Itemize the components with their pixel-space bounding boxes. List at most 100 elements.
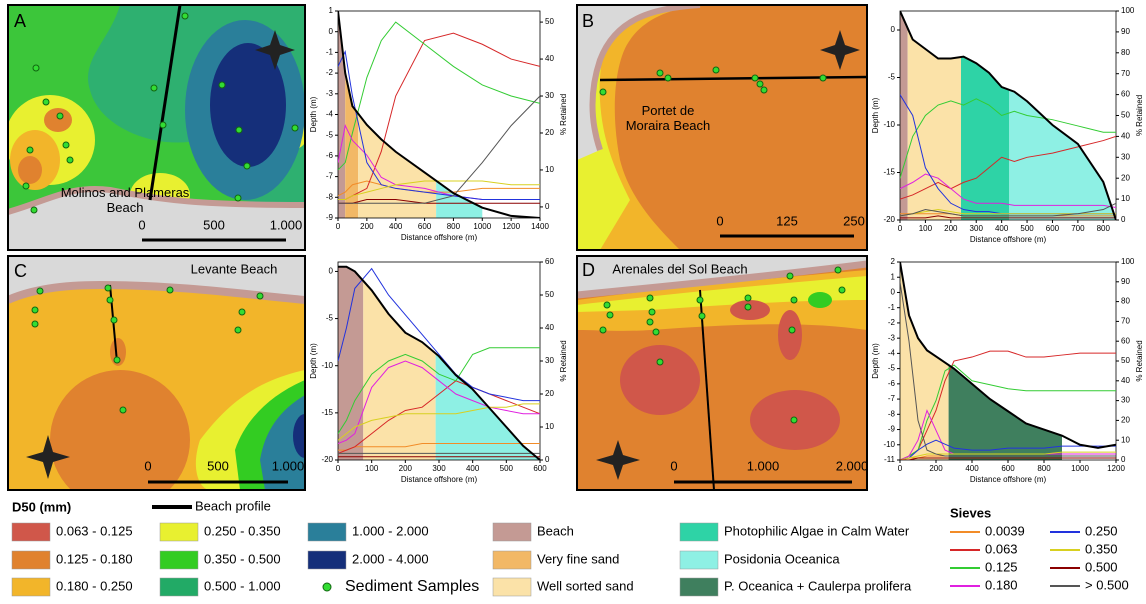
beach-name: Levante Beach [191,261,278,276]
y-tick-label: -7 [326,172,334,181]
legend-title: D50 (mm) [12,499,71,514]
zone [363,262,435,460]
y2-tick-label: 10 [545,165,554,174]
legend-label: Photophilic Algae in Calm Water [724,523,910,538]
x-tick-label: 600 [533,464,547,473]
map-letter: A [14,11,26,31]
y-tick-label: 2 [891,257,896,266]
x-tick-label: 600 [1001,464,1015,473]
y2-tick-label: 10 [1121,435,1130,444]
x-tick-label: 800 [1097,224,1111,233]
y-tick-label: -15 [883,168,895,177]
legend-label: 0.063 [985,541,1018,556]
scale-label: 250 [843,213,865,228]
y2-tick-label: 60 [1121,336,1130,345]
y-tick-label: 0 [329,27,334,36]
y2-tick-label: 20 [1121,173,1130,182]
map-c: C Levante Beach 0 500 1.000 [8,256,317,510]
legend-label: 0.180 [985,577,1018,592]
y2-tick-label: 100 [1121,6,1135,15]
y-tick-label: 0 [891,25,896,34]
y2-axis-title: % Retained [1135,340,1144,381]
scale-label: 1.000 [272,458,305,473]
y-tick-label: 1 [891,272,896,281]
scale-label: 500 [207,458,229,473]
y-tick-label: -5 [888,73,896,82]
legend-label: Sediment Samples [345,578,479,595]
y-axis-title: Depth (m) [871,343,880,379]
x-axis-title: Distance offshore (m) [401,233,478,242]
y-tick-label: -5 [888,364,896,373]
zones [900,11,1116,220]
legend-label: Beach [537,523,574,538]
x-tick-label: 800 [1037,464,1051,473]
scale-label: 1.000 [747,458,780,473]
y2-tick-label: 40 [545,323,554,332]
x-tick-label: 800 [447,222,461,231]
legend-label: 0.250 [1085,523,1118,538]
x-axis-title: Distance offshore (m) [970,235,1047,244]
y2-tick-label: 0 [1121,215,1126,224]
scale-label: 0 [138,217,145,232]
legend-swatch [308,523,346,541]
y2-tick-label: 20 [545,389,554,398]
scale-label: 1.000 [270,217,303,232]
y2-tick-label: 50 [545,17,554,26]
x-tick-label: 1200 [1107,464,1125,473]
y2-tick-label: 0 [545,455,550,464]
y2-axis-title: % Retained [1135,95,1144,136]
y2-tick-label: 10 [545,422,554,431]
legend-label: 0.250 - 0.350 [204,523,281,538]
x-tick-label: 400 [466,464,480,473]
x-tick-label: 0 [898,224,903,233]
y2-tick-label: 100 [1121,257,1135,266]
y2-tick-label: 30 [545,91,554,100]
scale-label: 500 [203,217,225,232]
x-tick-label: 500 [1020,224,1034,233]
legend-title: Sieves [950,505,991,520]
y-axis-title: Depth (m) [871,97,880,133]
zone [358,11,436,218]
legend-label: 0.125 [985,559,1018,574]
map-letter: D [582,260,595,280]
y-tick-label: 1 [329,6,334,15]
figure: A Molinos and PlamerasBeach 0 500 1.000 … [0,0,1146,599]
y-tick-label: -3 [888,333,896,342]
x-tick-label: 200 [944,224,958,233]
legend-label: 0.500 [1085,559,1118,574]
beach-name: Arenales del Sol Beach [612,261,747,276]
x-tick-label: 1000 [473,222,491,231]
y2-tick-label: 40 [545,54,554,63]
y2-tick-label: 0 [545,202,550,211]
y-tick-label: -7 [888,394,896,403]
legend-label: Beach profile [195,498,271,513]
y-tick-label: -4 [326,110,334,119]
legend-label: > 0.500 [1085,577,1129,592]
legend-label: 0.500 - 1.000 [204,578,281,593]
zone [1009,11,1116,220]
x-tick-label: 300 [970,224,984,233]
x-tick-label: 1000 [1071,464,1089,473]
y-tick-label: -2 [326,68,334,77]
legend-label: Posidonia Oceanica [724,551,840,566]
legend-swatch [12,551,50,569]
y-tick-label: -1 [326,48,334,57]
map-b: B Portet deMoraira Beach 0 125 250 [577,5,867,250]
zone [900,11,908,220]
y2-tick-label: 70 [1121,317,1130,326]
legend-swatch [12,578,50,596]
zone [436,262,540,460]
map-letter: C [14,261,27,281]
x-tick-label: 400 [995,224,1009,233]
map-letter: B [582,11,594,31]
y2-tick-label: 10 [1121,194,1130,203]
y2-tick-label: 90 [1121,277,1130,286]
legend-label: Well sorted sand [537,578,634,593]
legend-label: 1.000 - 2.000 [352,523,429,538]
y-tick-label: -10 [321,361,333,370]
y-tick-label: -8 [326,192,334,201]
legend-label: 0.350 - 0.500 [204,551,281,566]
y2-tick-label: 40 [1121,132,1130,141]
